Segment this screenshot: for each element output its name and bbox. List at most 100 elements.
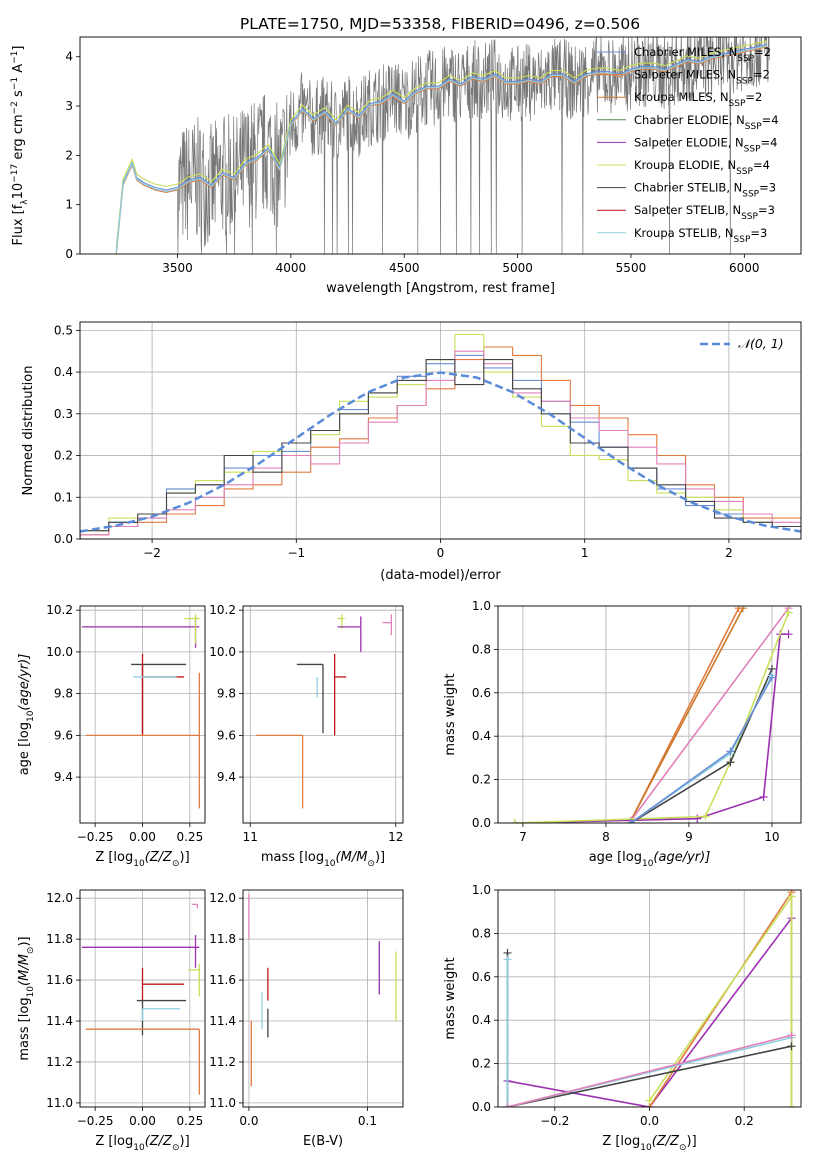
weight_vs_age-axes: 7 8 9 10 0.0 0.2 0.4 0.6 0.8 1.0 (472, 599, 801, 844)
legend-label: Chabrier STELIB, NSSP=3 (634, 181, 776, 200)
weight-marker (726, 758, 735, 767)
data-point (141, 1008, 181, 1022)
y-tick-label: 0.8 (472, 926, 491, 940)
y-tick-label: 0 (65, 247, 73, 261)
label-part: Chabrier ELODIE, N (634, 113, 745, 127)
label-part: =3 (759, 181, 776, 195)
mass_vs_Z-marks (81, 903, 200, 1095)
weight-series-line (630, 607, 790, 822)
label-part: 10 (11, 183, 26, 200)
label-part: ⊙ (367, 859, 375, 869)
weight_vs_Z-ylabel: mass weight (443, 957, 458, 1039)
y-tick-label: 1.0 (472, 599, 491, 613)
mass_vs_Z-xlabel: Z [log10(Z/Z⊙)] (95, 1134, 189, 1153)
x-tick-label: 12 (388, 830, 403, 844)
x-tick-label: 11 (243, 830, 258, 844)
y-tick-label: 11.0 (209, 1096, 236, 1110)
residuals-xlabel: (data-model)/error (380, 568, 501, 583)
y-tick-label: 0.1 (54, 490, 73, 504)
weight-marker (787, 1103, 796, 1107)
age_vs_mass-xlabel: mass [log10(M/M⊙)] (261, 850, 385, 869)
data-point (382, 614, 393, 636)
y-tick-label: 11.4 (209, 1014, 236, 1028)
weight-series-line (507, 1034, 792, 1107)
x-tick-label: 6000 (729, 261, 760, 275)
age_vs_Z-ylabel: age [log10(age/yr)] (17, 654, 36, 776)
y-tick-label: 1.0 (472, 883, 491, 897)
weight-marker (726, 747, 735, 756)
y-tick-label: 12.0 (46, 891, 73, 905)
label-part: SSP (729, 99, 746, 109)
label-part: 10 (26, 986, 36, 998)
y-tick-label: 11.2 (209, 1055, 236, 1069)
legend-label: Salpeter STELIB, NSSP=3 (634, 203, 775, 222)
label-part: =3 (750, 226, 767, 240)
y-tick-label: 0.3 (54, 407, 73, 421)
weight_vs_Z-frame (497, 889, 802, 1108)
y-tick-label: 0.0 (472, 1100, 491, 1114)
model-spectrum-line (115, 45, 768, 254)
weight-marker (767, 673, 776, 682)
x-tick-label: 4000 (276, 261, 307, 275)
spectrum-xlabel: wavelength [Angstrom, rest frame] (326, 281, 555, 296)
x-tick-label: −0.25 (77, 830, 114, 844)
y-tick-label: 1 (65, 198, 73, 212)
label-part: Kroupa MILES, N (634, 90, 729, 104)
label-part: age [log (17, 722, 32, 775)
y-tick-label: 0.2 (54, 449, 73, 463)
y-tick-label: 11.0 (46, 1096, 73, 1110)
label-part: SSP (736, 77, 753, 87)
y-tick-label: 11.8 (46, 932, 73, 946)
y-tick-label: 0.2 (472, 773, 491, 787)
spectrum-frame (79, 36, 802, 255)
y-tick-label: 2 (65, 148, 73, 162)
legend-label: Salpeter ELODIE, NSSP=4 (634, 135, 777, 154)
mass_vs_EBV-marks (248, 894, 397, 1087)
x-tick-label: 0.00 (129, 1114, 156, 1128)
y-tick-label: 9.4 (54, 770, 73, 784)
label-part: E(B-V) (303, 1134, 343, 1149)
x-tick-label: 9 (685, 830, 693, 844)
x-tick-label: −0.2 (540, 1114, 569, 1128)
weight-marker (510, 819, 519, 823)
x-tick-label: 10 (764, 830, 779, 844)
label-part: =2 (753, 68, 770, 82)
age_vs_Z-frame (79, 605, 206, 824)
label-part: s (11, 90, 26, 101)
label-part: Z [log (95, 1134, 133, 1149)
figure-title: PLATE=1750, MJD=53358, FIBERID=0496, z=0… (240, 15, 640, 33)
mass_vs_EBV-xlabel: E(B-V) (303, 1134, 343, 1149)
label-part: Z [log (95, 850, 133, 865)
label-part: )] (375, 850, 385, 865)
y-tick-label: 12.0 (209, 891, 236, 905)
y-tick-label: 0.4 (472, 1013, 491, 1027)
label-part: Flux [f (11, 204, 26, 245)
data-point (184, 614, 200, 644)
y-tick-label: 11.8 (209, 932, 236, 946)
label-part: =4 (761, 135, 778, 149)
weight-marker (787, 1031, 796, 1040)
label-part: Chabrier STELIB, N (634, 181, 742, 195)
label-part: (M/M (17, 954, 32, 986)
label-part: age [log (589, 850, 642, 865)
model-spectrum-line (115, 40, 768, 249)
weight-marker (784, 630, 793, 639)
x-tick-label: 3500 (162, 261, 193, 275)
residuals-marks (80, 333, 801, 539)
label-part: =3 (758, 203, 775, 217)
y-tick-label: 3 (65, 99, 73, 113)
x-tick-label: 0.00 (129, 830, 156, 844)
label-part: (Z/Z (145, 850, 173, 865)
label-part: mass [log (17, 997, 32, 1060)
y-tick-label: 0.2 (472, 1057, 491, 1071)
label-part: 10 (640, 1143, 652, 1153)
x-tick-label: 7 (519, 830, 527, 844)
weight_vs_age-xlabel: age [log10(age/yr)] (589, 850, 711, 869)
label-part: (M/M (336, 850, 368, 865)
y-tick-label: 9.6 (54, 728, 73, 742)
label-part: )] (17, 936, 32, 946)
label-part: −1 (10, 51, 20, 64)
label-part: )] (180, 1134, 190, 1149)
age_vs_Z-axes: −0.25 0.00 0.25 9.4 9.6 9.8 10.0 10.2 (46, 603, 205, 844)
